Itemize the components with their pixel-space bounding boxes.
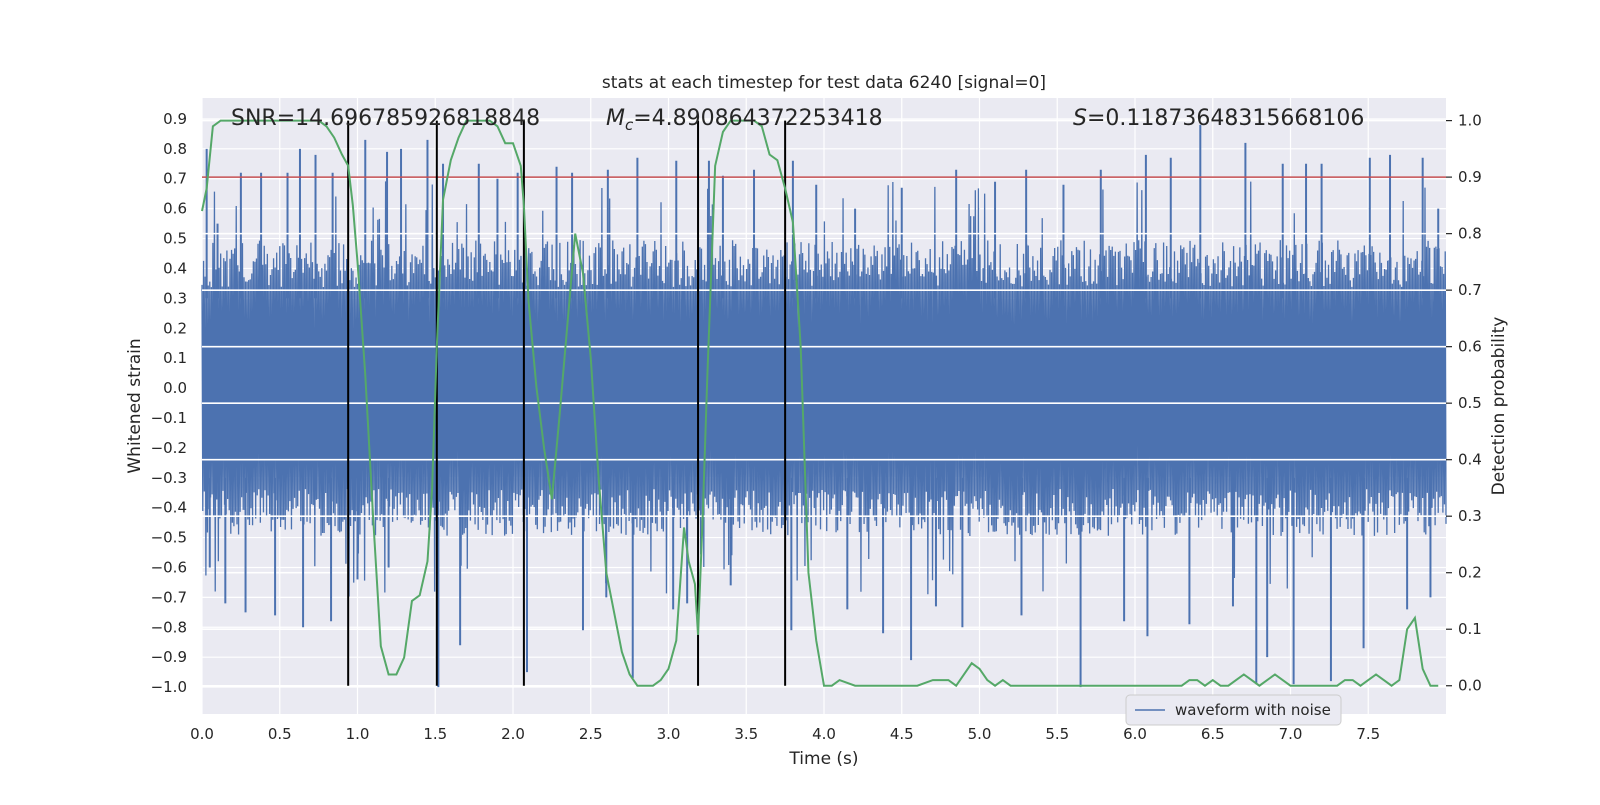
y-left-tick-label-16: 0.6 — [163, 200, 187, 218]
y-left-tick-label-10: 0.0 — [163, 379, 187, 397]
y-right-tick-label-4: 0.4 — [1458, 451, 1482, 469]
y-right-tick-label-2: 0.2 — [1458, 564, 1482, 582]
y-right-tick-label-10: 1.0 — [1458, 112, 1482, 130]
y-right-tick-label-0: 0.0 — [1458, 677, 1482, 695]
x-tick-label-5: 2.5 — [579, 725, 603, 743]
waveform-trace — [201, 181, 1447, 597]
legend-box — [1125, 694, 1342, 726]
y-left-tick-label-9: −0.1 — [151, 409, 187, 427]
y-left-tick-label-3: −0.7 — [151, 588, 187, 606]
chirp-mass-value: =4.890864372253418 — [633, 106, 882, 131]
y-left-tick-label-18: 0.8 — [163, 140, 187, 158]
waveform-series — [201, 124, 1447, 688]
snr-annotation: SNR=14.696785926818848 — [231, 106, 540, 131]
x-tick-label-2: 1.0 — [346, 725, 370, 743]
x-tick-label-14: 7.0 — [1279, 725, 1303, 743]
x-tick-label-15: 7.5 — [1356, 725, 1380, 743]
x-tick-label-8: 4.0 — [812, 725, 836, 743]
y-left-tick-label-12: 0.2 — [163, 319, 187, 337]
y-left-tick-label-0: −1.0 — [151, 678, 187, 696]
y-left-tick-label-19: 0.9 — [163, 110, 187, 128]
y-left-tick-label-6: −0.4 — [151, 499, 187, 517]
y-right-tick-label-6: 0.6 — [1458, 338, 1482, 356]
x-tick-label-0: 0.0 — [190, 725, 214, 743]
y-right-tick-label-5: 0.5 — [1458, 394, 1482, 412]
x-axis-label: Time (s) — [788, 749, 858, 769]
y-axis-label-right: Detection probability — [1489, 317, 1509, 496]
y-left-tick-label-11: 0.1 — [163, 349, 187, 367]
legend-label-waveform: waveform with noise — [1175, 701, 1331, 719]
y-left-tick-label-5: −0.5 — [151, 529, 187, 547]
chirp-mass-annotation: Mc=4.890864372253418 — [606, 106, 883, 134]
y-left-tick-label-14: 0.4 — [163, 259, 187, 277]
y-left-tick-label-17: 0.7 — [163, 170, 187, 188]
chart-title: stats at each timestep for test data 624… — [602, 73, 1046, 93]
y-right-tick-label-9: 0.9 — [1458, 168, 1482, 186]
statistic-annotation: S=0.11873648315668106 — [1073, 106, 1364, 131]
x-tick-label-13: 6.5 — [1201, 725, 1225, 743]
y-left-tick-label-13: 0.3 — [163, 289, 187, 307]
statistic-symbol: S — [1073, 106, 1087, 131]
y-right-tick-label-3: 0.3 — [1458, 507, 1482, 525]
legend: waveform with noise — [1125, 694, 1342, 726]
y-left-tick-label-1: −0.9 — [151, 648, 187, 666]
y-left-tick-label-15: 0.5 — [163, 230, 187, 248]
y-axis-label-left: Whitened strain — [125, 338, 145, 473]
x-tick-label-10: 5.0 — [968, 725, 992, 743]
y-left-tick-label-7: −0.3 — [151, 469, 187, 487]
chirp-mass-symbol: M — [606, 106, 625, 131]
detection-probability-series — [201, 119, 1439, 688]
x-tick-label-4: 2.0 — [501, 725, 525, 743]
x-tick-label-11: 5.5 — [1045, 725, 1069, 743]
statistic-value: =0.11873648315668106 — [1087, 106, 1364, 131]
x-tick-label-3: 1.5 — [423, 725, 447, 743]
x-tick-label-7: 3.5 — [734, 725, 758, 743]
y-right-tick-label-8: 0.8 — [1458, 225, 1482, 243]
axes: 0.0 0.5 1.0 1.5 2.0 2.5 3.0 3.5 4.0 4.5 5.0 5.5 6.0 6… — [151, 110, 1482, 743]
y-right-tick-label-1: 0.1 — [1458, 620, 1482, 638]
y-left-tick-label-8: −0.2 — [151, 439, 187, 457]
x-tick-label-1: 0.5 — [268, 725, 292, 743]
y-right-tick-label-7: 0.7 — [1458, 281, 1482, 299]
x-tick-label-9: 4.5 — [890, 725, 914, 743]
probability-line-0 — [201, 119, 1439, 688]
chirp-mass-subscript: c — [625, 116, 634, 134]
x-tick-label-6: 3.0 — [657, 725, 681, 743]
y-left-tick-label-2: −0.8 — [151, 618, 187, 636]
x-tick-label-12: 6.0 — [1123, 725, 1147, 743]
y-left-tick-label-4: −0.6 — [151, 558, 187, 576]
